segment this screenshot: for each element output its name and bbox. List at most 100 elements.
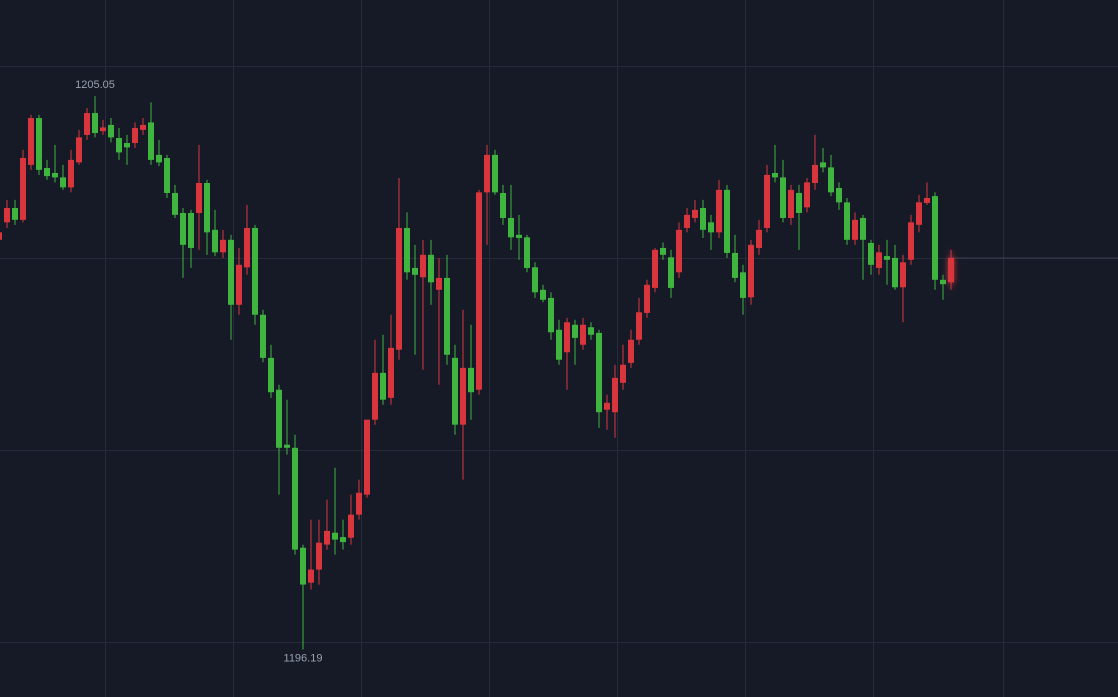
candle <box>20 149 26 223</box>
candle <box>484 144 490 245</box>
candle <box>692 199 698 223</box>
candle <box>372 339 378 425</box>
candle <box>932 192 938 290</box>
candle <box>612 364 618 438</box>
candle <box>84 108 90 140</box>
candle <box>156 139 162 167</box>
candle-body <box>156 154 162 163</box>
candle <box>788 184 794 225</box>
candle-body <box>364 419 370 495</box>
candle-body <box>684 214 690 228</box>
candle-body <box>668 257 674 288</box>
candle-body <box>652 249 658 288</box>
candle-body <box>228 239 234 305</box>
candle <box>500 184 506 225</box>
candle-body <box>716 189 722 233</box>
candle-body <box>500 192 506 218</box>
candle <box>708 214 714 250</box>
candle <box>12 199 18 225</box>
candle-body <box>140 124 146 130</box>
candle <box>676 222 682 278</box>
candle <box>364 419 370 498</box>
candle-body <box>892 257 898 288</box>
candle-body <box>828 167 834 193</box>
candle-body <box>676 229 682 273</box>
candle-body <box>332 532 338 540</box>
candle <box>180 207 186 278</box>
candle <box>100 119 106 135</box>
candle-body <box>92 113 98 134</box>
max-label: 1205.05 <box>75 79 115 91</box>
candle <box>436 257 442 385</box>
candle-body <box>236 264 242 305</box>
candle <box>548 292 554 340</box>
candle-body <box>780 177 786 218</box>
candle <box>604 394 610 430</box>
candle <box>460 309 466 480</box>
candle <box>828 154 834 197</box>
candle <box>76 129 82 165</box>
candle <box>748 239 754 305</box>
candle-body <box>868 242 874 265</box>
candle <box>348 494 354 545</box>
candle-body <box>244 227 250 268</box>
candle <box>428 239 434 305</box>
candle-body <box>76 137 82 163</box>
candle <box>284 399 290 455</box>
candle-body <box>372 372 378 420</box>
candle-body <box>772 173 778 178</box>
candle-body <box>540 289 546 300</box>
candle <box>52 144 58 183</box>
candle-body <box>420 254 426 278</box>
candle <box>868 239 874 275</box>
candle-body <box>476 192 482 390</box>
min-label: 1196.19 <box>284 653 323 665</box>
candle-body <box>52 173 58 178</box>
candle-body <box>692 209 698 218</box>
candle <box>228 234 234 340</box>
candle <box>812 134 818 190</box>
candle <box>172 184 178 218</box>
candle <box>620 344 626 390</box>
candle <box>68 149 74 193</box>
candle-body <box>876 252 882 268</box>
candle-body <box>340 537 346 543</box>
candle-body <box>404 227 410 273</box>
candle-body <box>612 377 618 413</box>
candle <box>292 434 298 555</box>
candle-body <box>572 324 578 338</box>
candle-body <box>68 159 74 188</box>
candle <box>740 264 746 315</box>
candle-body <box>796 192 802 213</box>
candle-body <box>756 229 762 248</box>
candle-body <box>124 143 130 148</box>
candle <box>188 209 194 268</box>
candle <box>724 184 730 258</box>
candle-body <box>764 174 770 228</box>
candle <box>380 334 386 405</box>
candle-body <box>564 322 570 353</box>
candle <box>508 184 514 250</box>
candle <box>388 314 394 405</box>
candle <box>796 184 802 250</box>
candle <box>316 519 322 585</box>
candle <box>804 177 810 213</box>
candle <box>780 159 786 223</box>
candle <box>516 214 522 260</box>
candle-body <box>580 324 586 345</box>
candle-body <box>36 118 42 170</box>
candle-body <box>164 158 170 193</box>
candle <box>444 254 450 365</box>
candle <box>36 114 42 175</box>
candle-body <box>548 297 554 333</box>
candle <box>764 164 770 233</box>
candle-body <box>844 202 850 240</box>
candle-body <box>4 207 10 223</box>
candle <box>716 179 722 238</box>
candle-body <box>596 332 602 413</box>
candle-body <box>44 168 50 177</box>
candle <box>412 244 418 355</box>
candle-body <box>292 447 298 550</box>
